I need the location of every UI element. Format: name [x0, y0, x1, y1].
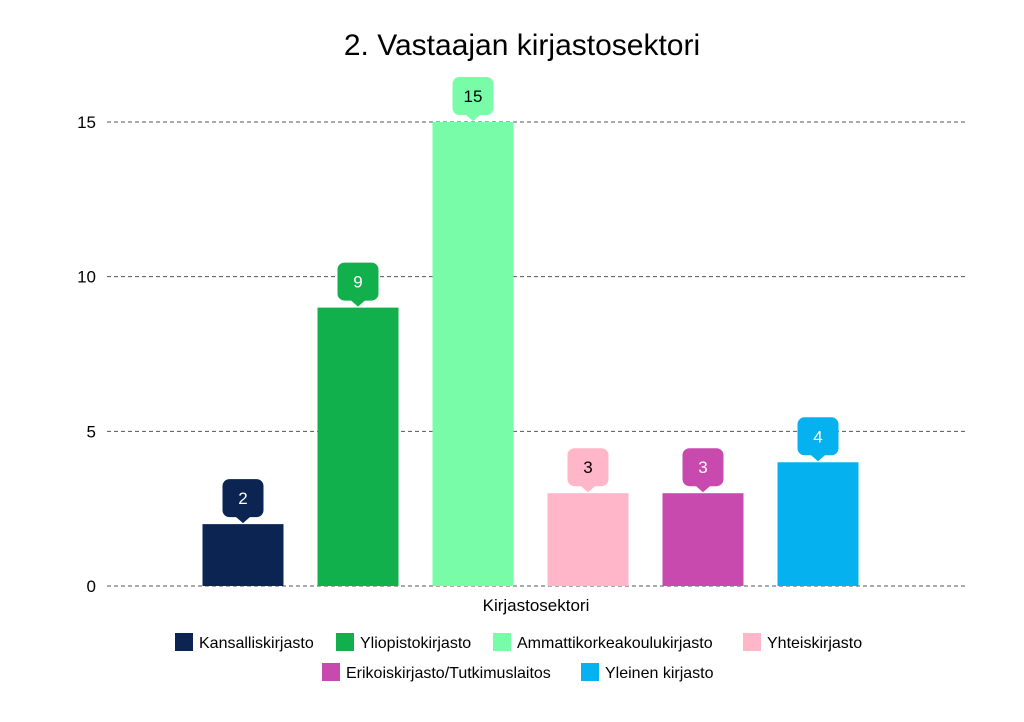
data-label: 4: [797, 417, 839, 462]
y-tick-label: 0: [87, 577, 96, 596]
data-label-pointer: [810, 454, 826, 462]
y-tick-label: 10: [77, 268, 96, 287]
data-label-text: 3: [698, 458, 707, 477]
data-label: 15: [452, 77, 494, 121]
data-label: 3: [682, 448, 724, 493]
data-label: 3: [567, 448, 609, 493]
legend-swatch: [581, 663, 599, 681]
x-axis-label: Kirjastosektori: [483, 596, 590, 615]
y-tick-label: 15: [77, 113, 96, 132]
data-label-text: 2: [238, 489, 247, 508]
data-label-text: 9: [353, 273, 362, 292]
data-label-pointer: [350, 299, 366, 307]
y-tick-label: 5: [87, 422, 96, 441]
data-label-text: 4: [813, 427, 822, 446]
legend-swatch: [493, 633, 511, 651]
y-axis-ticks: 0 5 10 15: [77, 113, 96, 596]
data-label-bubble: [337, 262, 379, 301]
data-label-bubble: [797, 417, 839, 456]
data-label: 9: [337, 262, 379, 307]
legend-item: Erikoiskirjasto/Tutkimuslaitos: [322, 663, 551, 682]
chart-title: 2. Vastaajan kirjastosektori: [344, 29, 700, 62]
bar: [547, 493, 629, 586]
legend-item: Kansalliskirjasto: [175, 633, 314, 652]
bar: [777, 462, 859, 586]
legend-label: Erikoiskirjasto/Tutkimuslaitos: [346, 665, 551, 682]
legend-label: Yliopistokirjasto: [360, 635, 471, 652]
legend-swatch: [336, 633, 354, 651]
bars: [202, 122, 859, 586]
bar: [202, 524, 284, 586]
legend-label: Kansalliskirjasto: [199, 635, 314, 652]
data-label-bubble: [452, 77, 494, 115]
legend-item: Yliopistokirjasto: [336, 633, 471, 652]
data-label-pointer: [465, 114, 481, 121]
legend-item: Yleinen kirjasto: [581, 663, 714, 682]
data-label-bubble: [222, 479, 264, 518]
data-label-pointer: [580, 485, 596, 493]
legend-swatch: [175, 633, 193, 651]
legend-swatch: [743, 633, 761, 651]
data-label-pointer: [235, 516, 251, 524]
data-label-bubble: [682, 448, 724, 487]
legend-label: Yleinen kirjasto: [605, 665, 714, 682]
data-label-pointer: [695, 485, 711, 493]
bar: [317, 307, 399, 586]
data-label-bubble: [567, 448, 609, 487]
legend-label: Yhteiskirjasto: [767, 635, 862, 652]
data-label-text: 15: [464, 87, 483, 106]
data-label-text: 3: [583, 458, 592, 477]
legend-item: Ammattikorkeakoulukirjasto: [493, 633, 713, 652]
legend: Kansalliskirjasto Yliopistokirjasto Ammatt…: [175, 633, 862, 682]
bar: [662, 493, 744, 586]
data-labels: 2 9 15 3 3 4: [222, 77, 839, 524]
legend-swatch: [322, 663, 340, 681]
bar: [432, 122, 514, 586]
data-label: 2: [222, 479, 264, 524]
legend-label: Ammattikorkeakoulukirjasto: [517, 635, 713, 652]
legend-item: Yhteiskirjasto: [743, 633, 862, 652]
